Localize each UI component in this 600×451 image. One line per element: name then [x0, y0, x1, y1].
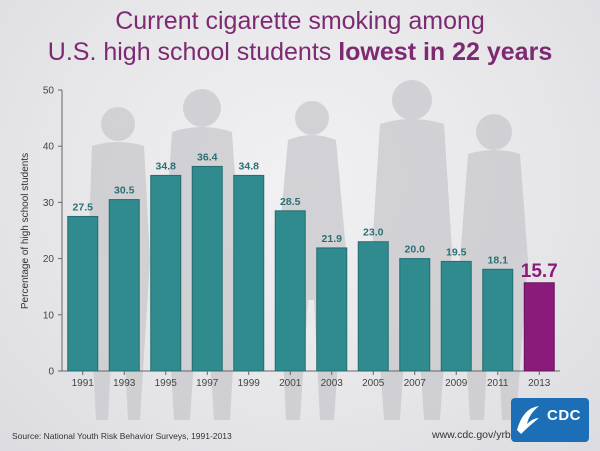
data-label-1995: 34.8: [156, 160, 177, 172]
x-tick-label-1999: 1999: [238, 378, 261, 389]
x-tick-label-2009: 2009: [445, 378, 468, 389]
data-label-2005: 23.0: [363, 227, 384, 239]
x-tick-label-1991: 1991: [72, 378, 95, 389]
axes: 0 10 20 30 40 50: [43, 86, 560, 378]
bar-2005: [357, 241, 389, 372]
x-tick-label-1993: 1993: [113, 378, 136, 389]
x-tick-label-1997: 1997: [196, 378, 219, 389]
title-line-2: U.S. high school students lowest in 22 y…: [0, 37, 600, 68]
data-label-2013: 15.7: [521, 261, 558, 282]
cdc-logo: CDC: [511, 398, 589, 442]
data-label-1991: 27.5: [73, 201, 94, 213]
bar-2009: [440, 260, 472, 372]
y-axis-label: Percentage of high school students: [20, 153, 31, 309]
data-label-1993: 30.5: [114, 185, 135, 197]
x-tick-label-2007: 2007: [404, 378, 427, 389]
silhouettes-decoration: [88, 80, 528, 420]
x-tick-label-1995: 1995: [155, 378, 178, 389]
bar-1997: [191, 165, 223, 372]
bar-2013: [523, 282, 555, 372]
title-line-2-bold: lowest in 22 years: [338, 38, 553, 66]
data-label-2001: 28.5: [280, 196, 301, 208]
x-tick-label-2013: 2013: [528, 378, 551, 389]
data-label-1997: 36.4: [197, 151, 218, 163]
bar-2001: [274, 210, 306, 372]
bar-2007: [399, 258, 431, 372]
x-tick-label-2005: 2005: [362, 378, 385, 389]
bars: 27.5 1991 30.5 1993 34.8 1995 36.4 1997 34.8 1999…: [67, 151, 558, 389]
chart-title: Current cigarette smoking among U.S. hig…: [0, 6, 600, 68]
bar-1991: [67, 215, 99, 372]
data-label-2007: 20.0: [405, 244, 426, 256]
x-tick-label-2011: 2011: [487, 378, 509, 389]
cdc-logo-text: CDC: [547, 407, 581, 424]
title-line-2-plain: U.S. high school students: [47, 38, 339, 66]
y-tick-label: 20: [43, 254, 55, 265]
bar-1999: [233, 174, 265, 372]
bar-2003: [316, 247, 348, 372]
x-tick-label-2001: 2001: [279, 378, 302, 389]
y-tick-label: 10: [43, 310, 55, 321]
x-tick-label-2003: 2003: [321, 378, 344, 389]
bar-1995: [150, 174, 182, 372]
y-tick-label: 30: [43, 198, 55, 209]
y-tick-label: 40: [43, 142, 55, 153]
bar-1993: [108, 199, 140, 372]
data-label-2003: 21.9: [322, 233, 343, 245]
title-line-1: Current cigarette smoking among: [115, 7, 485, 35]
y-tick-label: 0: [48, 367, 54, 378]
data-label-2009: 19.5: [446, 246, 467, 258]
hhs-eagle-icon: [517, 406, 539, 434]
cdc-url: www.cdc.gov/yrbs: [432, 429, 517, 441]
data-label-1999: 34.8: [239, 160, 260, 172]
data-label-2011: 18.1: [488, 254, 509, 266]
source-note: Source: National Youth Risk Behavior Sur…: [12, 431, 232, 441]
y-tick-label: 50: [43, 86, 55, 97]
bar-2011: [482, 268, 514, 372]
